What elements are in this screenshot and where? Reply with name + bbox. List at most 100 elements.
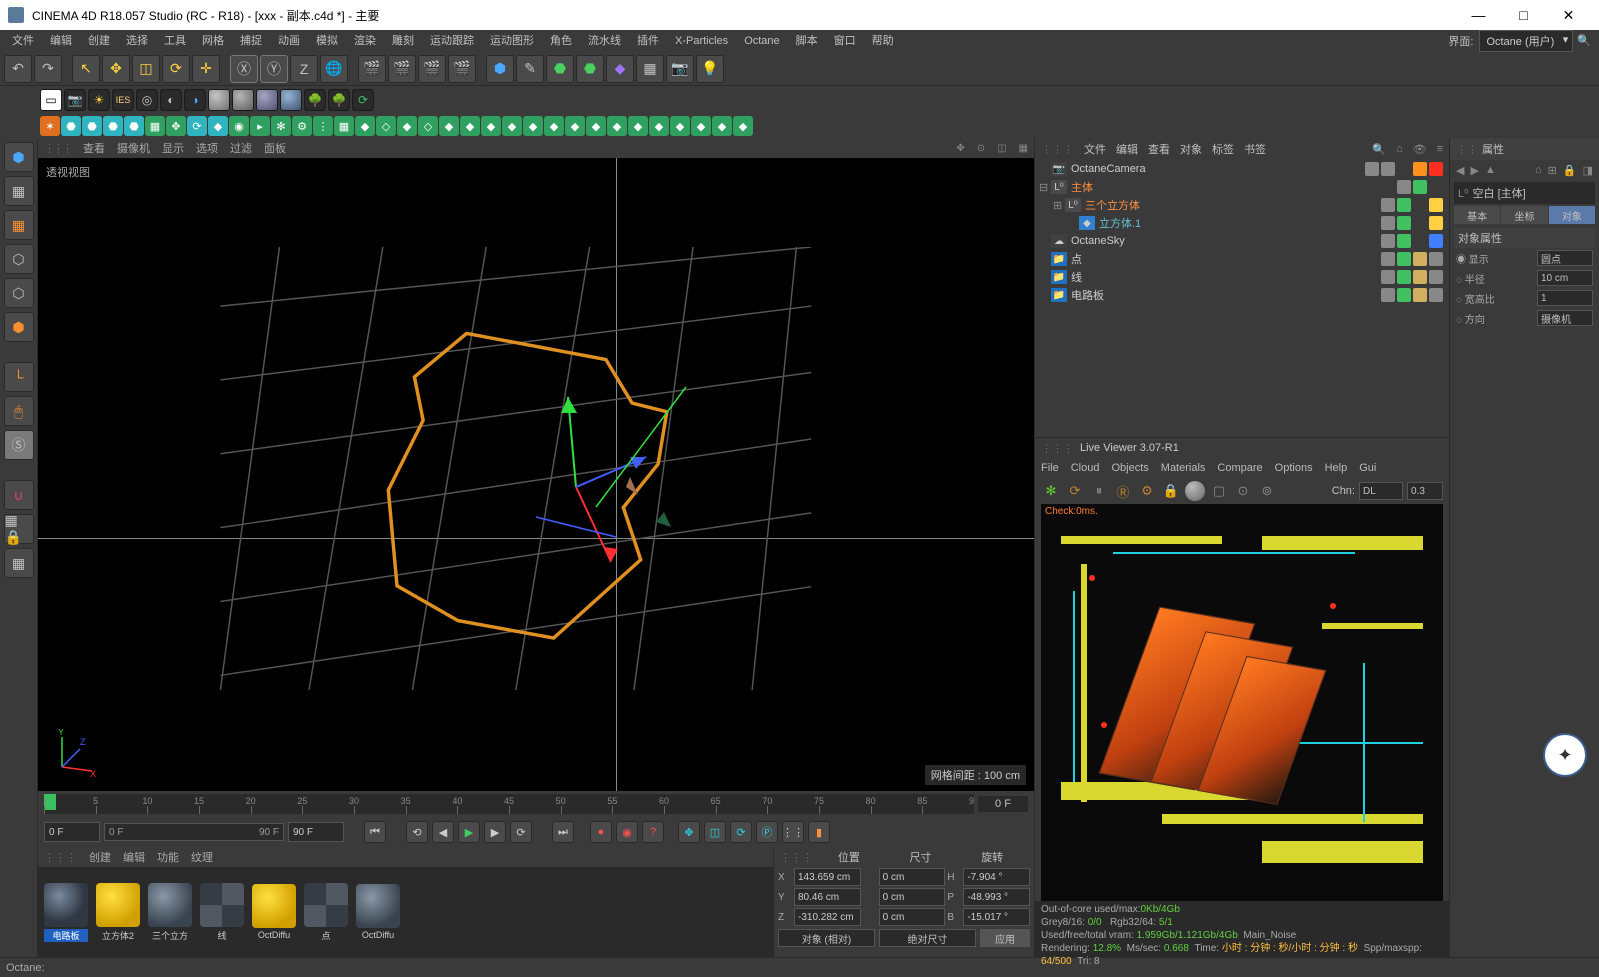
filter-icon[interactable]: ≡ — [1437, 143, 1443, 155]
octane-btn-4[interactable]: IES — [112, 89, 134, 111]
tree-item-OctaneCamera[interactable]: 📷OctaneCamera — [1035, 160, 1449, 178]
object-tag[interactable] — [1429, 216, 1443, 230]
range-end-field[interactable]: 90 F — [288, 822, 344, 842]
texture-mode-button[interactable]: ▦ — [4, 176, 34, 206]
goto-end-button[interactable]: ⏭ — [552, 821, 574, 843]
menu-模拟[interactable]: 模拟 — [308, 30, 346, 52]
tree-item-线[interactable]: 📁线 — [1035, 268, 1449, 286]
goto-start-button[interactable]: ⏮ — [364, 821, 386, 843]
object-tag[interactable] — [1413, 198, 1427, 212]
mograph-btn-10[interactable]: ▸ — [250, 116, 270, 136]
render-region-button[interactable]: 🎬 — [388, 55, 416, 83]
model-mode-button[interactable]: ⬢ — [4, 142, 34, 172]
object-tag[interactable] — [1381, 198, 1395, 212]
mograph-btn-7[interactable]: ⟳ — [187, 116, 207, 136]
mograph-btn-0[interactable]: ✶ — [40, 116, 60, 136]
timeline[interactable]: 051015202530354045505560657075808590 0 F — [38, 791, 1034, 817]
lv-menu-Materials[interactable]: Materials — [1161, 462, 1206, 474]
prop-value[interactable]: 1 — [1537, 290, 1593, 306]
poly-mode-button[interactable]: ⬢ — [4, 312, 34, 342]
mograph-btn-19[interactable]: ◆ — [439, 116, 459, 136]
play-button[interactable]: ▶ — [458, 821, 480, 843]
mograph-btn-21[interactable]: ◆ — [481, 116, 501, 136]
lv-menu-File[interactable]: File — [1041, 462, 1059, 474]
size-field[interactable]: 0 cm — [879, 868, 946, 886]
mograph-btn-32[interactable]: ◆ — [712, 116, 732, 136]
menu-渲染[interactable]: 渲染 — [346, 30, 384, 52]
tab-object[interactable]: 对象 — [1549, 206, 1595, 224]
mograph-btn-31[interactable]: ◆ — [691, 116, 711, 136]
menu-Octane[interactable]: Octane — [736, 30, 787, 52]
menu-流水线[interactable]: 流水线 — [580, 30, 629, 52]
mat-menu-功能[interactable]: 功能 — [157, 852, 179, 864]
move-tool[interactable]: ✥ — [102, 55, 130, 83]
object-tag[interactable] — [1381, 252, 1395, 266]
vp-icon-4[interactable]: ▦ — [1019, 143, 1028, 154]
menu-网格[interactable]: 网格 — [194, 30, 232, 52]
vp-menu-过滤[interactable]: 过滤 — [230, 143, 252, 155]
lv-pause-button[interactable]: ⏸ — [1089, 481, 1109, 501]
object-tag[interactable] — [1381, 270, 1395, 284]
octane-btn-3[interactable]: ☀ — [88, 89, 110, 111]
key-scale-button[interactable]: ◫ — [704, 821, 726, 843]
chn-select[interactable]: DL — [1359, 482, 1403, 500]
lv-region-button[interactable]: Ⓡ — [1113, 481, 1133, 501]
menu-动画[interactable]: 动画 — [270, 30, 308, 52]
key-options-button[interactable]: ? — [642, 821, 664, 843]
vp-menu-查看[interactable]: 查看 — [83, 143, 105, 155]
object-tag[interactable] — [1429, 162, 1443, 176]
minimize-button[interactable]: — — [1456, 0, 1501, 30]
prop-value[interactable]: 圆点 — [1537, 250, 1593, 266]
timeline-ruler[interactable]: 051015202530354045505560657075808590 — [44, 794, 974, 814]
menu-帮助[interactable]: 帮助 — [864, 30, 902, 52]
octane-sphere-3[interactable] — [256, 89, 278, 111]
close-button[interactable]: ✕ — [1546, 0, 1591, 30]
world-axis-button[interactable]: 🌐 — [320, 55, 348, 83]
mograph-btn-22[interactable]: ◆ — [502, 116, 522, 136]
menu-编辑[interactable]: 编辑 — [42, 30, 80, 52]
object-tag[interactable] — [1397, 162, 1411, 176]
key-pla-button[interactable]: ⋮⋮ — [782, 821, 804, 843]
mograph-btn-11[interactable]: ✻ — [271, 116, 291, 136]
mograph-btn-33[interactable]: ◆ — [733, 116, 753, 136]
edit-render-button[interactable]: 🎬 — [448, 55, 476, 83]
render-canvas[interactable]: Check:0ms. — [1041, 504, 1443, 901]
lv-lock-button[interactable]: 🔒 — [1161, 481, 1181, 501]
nav-up-button[interactable]: ▲ — [1485, 164, 1496, 176]
octane-btn-1[interactable]: ▭ — [40, 89, 62, 111]
octane-tree-1[interactable]: 🌳 — [304, 89, 326, 111]
mograph-btn-2[interactable]: ⬣ — [82, 116, 102, 136]
pos-field[interactable]: 80.46 cm — [794, 888, 861, 906]
range-start-field[interactable]: 0 F — [44, 822, 100, 842]
object-tag[interactable] — [1397, 270, 1411, 284]
object-tag[interactable] — [1365, 162, 1379, 176]
magnet-button[interactable]: ∪ — [4, 480, 34, 510]
object-tag[interactable] — [1397, 252, 1411, 266]
material-slot-2[interactable]: 三个立方 — [146, 883, 194, 942]
expand-toggle[interactable]: ⊞ — [1053, 199, 1065, 212]
coord-apply-button[interactable]: 应用 — [980, 929, 1030, 947]
select-tool[interactable]: ↖ — [72, 55, 100, 83]
primitive-cube-button[interactable]: ⬢ — [486, 55, 514, 83]
search-icon[interactable]: 🔍 — [1573, 30, 1595, 52]
lv-pick-button[interactable]: ⊙ — [1233, 481, 1253, 501]
mograph-btn-4[interactable]: ⬣ — [124, 116, 144, 136]
rot-field[interactable]: -7.904 ° — [963, 868, 1030, 886]
obj-menu-查看[interactable]: 查看 — [1148, 144, 1170, 156]
axis-button[interactable]: └ — [4, 362, 34, 392]
mograph-btn-3[interactable]: ⬣ — [103, 116, 123, 136]
lv-settings-button[interactable]: ⚙ — [1137, 481, 1157, 501]
lv-menu-Gui[interactable]: Gui — [1359, 462, 1376, 474]
menu-运动图形[interactable]: 运动图形 — [482, 30, 542, 52]
mograph-btn-13[interactable]: ⋮ — [313, 116, 333, 136]
menu-捕捉[interactable]: 捕捉 — [232, 30, 270, 52]
object-tag[interactable] — [1397, 216, 1411, 230]
object-tag[interactable] — [1381, 288, 1395, 302]
octane-btn-7[interactable]: ◑ — [184, 89, 206, 111]
object-tag[interactable] — [1413, 288, 1427, 302]
render-settings-button[interactable]: 🎬 — [418, 55, 446, 83]
mat-menu-编辑[interactable]: 编辑 — [123, 852, 145, 864]
mograph-btn-9[interactable]: ◉ — [229, 116, 249, 136]
tab-basic[interactable]: 基本 — [1454, 206, 1500, 224]
next-key-button[interactable]: ⟳ — [510, 821, 532, 843]
